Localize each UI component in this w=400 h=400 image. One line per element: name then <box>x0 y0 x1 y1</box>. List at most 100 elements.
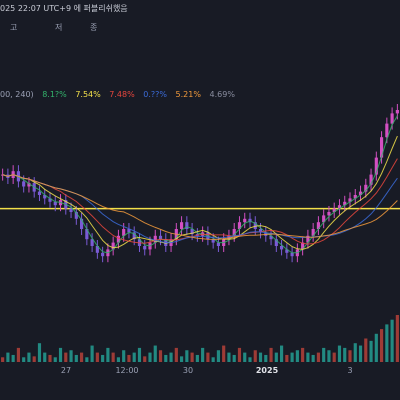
candle-body <box>311 229 315 236</box>
candle-body <box>95 246 99 253</box>
volume-bar <box>169 352 173 362</box>
volume-bar <box>111 352 115 362</box>
candle-body <box>385 123 389 138</box>
ma-value-6: 4.69% <box>209 90 235 99</box>
volume-bar <box>6 352 10 362</box>
volume-bar <box>32 356 36 362</box>
volume-bar <box>269 347 273 362</box>
volume-bar <box>195 354 199 362</box>
candle-body <box>316 222 320 229</box>
volume-bar <box>364 338 368 362</box>
candle-body <box>101 252 105 257</box>
volume-bar <box>343 347 347 362</box>
volume-bar <box>80 352 84 362</box>
candle-body <box>327 212 331 216</box>
candle-body <box>190 229 194 235</box>
volume-bar <box>137 347 142 362</box>
candle-body <box>111 242 115 250</box>
volume-bar <box>11 354 15 362</box>
candle-body <box>211 239 215 243</box>
candle-body <box>348 198 352 202</box>
volume-bar <box>69 350 73 362</box>
candle-body <box>48 198 52 202</box>
volume-bar <box>22 357 26 362</box>
volume-bar <box>258 352 263 362</box>
volume-bar <box>64 352 68 362</box>
candle-body <box>280 246 284 250</box>
moving-average-legend: 00, 240) 8.1?% 7.54% 7.48% 0.??% 5.21% 4… <box>0 90 241 99</box>
volume-bar <box>227 352 231 362</box>
candle-body <box>248 218 252 223</box>
candle-body <box>380 137 384 158</box>
volume-bar <box>190 352 194 362</box>
ohlc-low-label: 저 <box>55 23 63 32</box>
volume-bar <box>322 347 326 362</box>
volume-bar <box>353 343 357 362</box>
ohlc-high-label: 고 <box>10 23 18 32</box>
ohlc-close-label: 종 <box>90 23 98 32</box>
volume-bar <box>248 357 252 362</box>
ma-value-3: 7.48% <box>109 90 135 99</box>
candle-body <box>216 242 220 246</box>
volume-bar <box>380 329 384 362</box>
candle-body <box>180 222 184 229</box>
volume-bar <box>180 356 184 362</box>
candle-body <box>232 229 236 236</box>
ma-value-5: 5.21% <box>175 90 201 99</box>
volume-bar <box>311 354 315 362</box>
candle-body <box>253 222 257 229</box>
volume-bar <box>148 352 152 362</box>
volume-bar <box>385 324 389 362</box>
volume-bar <box>101 354 105 362</box>
volume-bar <box>327 350 331 362</box>
x-tick-label: 2025 <box>255 366 279 375</box>
volume-bar <box>348 350 352 362</box>
candle-body <box>158 235 163 240</box>
volume-bar <box>253 350 257 362</box>
volume-bar <box>374 333 378 362</box>
volume-bar <box>116 357 120 362</box>
volume-bar <box>153 345 157 362</box>
volume-bar <box>316 352 320 362</box>
volume-bar <box>295 350 299 362</box>
volume-bar <box>174 347 178 362</box>
candle-body <box>343 201 347 206</box>
volume-bar <box>337 345 342 362</box>
candle-body <box>374 157 378 175</box>
volume-bar <box>48 354 52 362</box>
x-tick-label: 30 <box>182 366 194 375</box>
volume-bar <box>232 354 236 362</box>
volume-bar <box>132 352 136 362</box>
candle-body <box>116 235 120 243</box>
volume-bar <box>37 343 42 362</box>
volume-bar <box>285 354 289 362</box>
candle-body <box>185 222 189 229</box>
volume-bar <box>16 347 20 362</box>
publish-datetime: 025 22:07 UTC+9 에 퍼블리쉬했음 <box>0 4 128 13</box>
candle-body <box>127 229 131 233</box>
candle-body <box>269 235 273 240</box>
x-tick-label: 3 <box>347 366 353 375</box>
candle-body <box>358 191 363 195</box>
volume-bar <box>122 350 126 362</box>
ma-value-2: 7.54% <box>75 90 101 99</box>
candle-body <box>122 229 126 236</box>
volume-bar <box>222 345 226 362</box>
candle-body <box>301 242 305 250</box>
volume-bar <box>274 352 278 362</box>
volume-bar <box>27 352 31 362</box>
volume-bar <box>74 354 78 362</box>
candle-body <box>364 184 368 192</box>
ma-value-4: 0.??% <box>143 90 167 99</box>
candle-body <box>85 229 89 240</box>
volume-bar <box>185 350 189 362</box>
candle-body <box>390 113 394 124</box>
candle-body <box>285 249 289 253</box>
volume-bar <box>127 354 131 362</box>
volume-bar <box>216 350 220 362</box>
candle-body <box>27 183 31 187</box>
candle-body <box>243 218 247 223</box>
volume-bar <box>43 352 47 362</box>
